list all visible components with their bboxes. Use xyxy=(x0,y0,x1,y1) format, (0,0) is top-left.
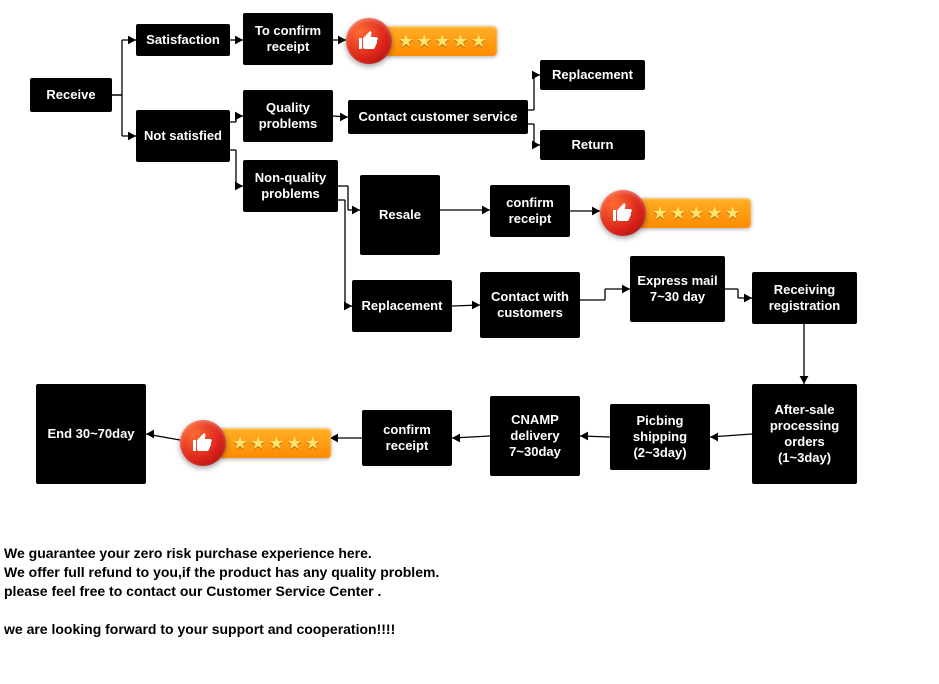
node-quality-problems: Quality problems xyxy=(243,90,333,142)
thumb-icon xyxy=(600,190,646,236)
node-non-quality-problems: Non-quality problems xyxy=(243,160,338,212)
rating-1: ★★★★★ xyxy=(346,18,497,64)
thumb-icon xyxy=(346,18,392,64)
rating-3: ★★★★★ xyxy=(180,420,331,466)
star-bar: ★★★★★ xyxy=(218,428,331,458)
node-resale: Resale xyxy=(360,175,440,255)
node-cnamp-delivery: CNAMP delivery 7~30day xyxy=(490,396,580,476)
node-confirm-receipt-1: confirm receipt xyxy=(490,185,570,237)
node-not-satisfied: Not satisfied xyxy=(136,110,230,162)
node-after-sale: After-sale processing orders (1~3day) xyxy=(752,384,857,484)
node-contact-with-customers: Contact with customers xyxy=(480,272,580,338)
node-confirm-receipt-2: confirm receipt xyxy=(362,410,452,466)
node-contact-customer-service: Contact customer service xyxy=(348,100,528,134)
footer-text: We guarantee your zero risk purchase exp… xyxy=(4,544,439,638)
node-to-confirm-receipt: To confirm receipt xyxy=(243,13,333,65)
star-bar: ★★★★★ xyxy=(638,198,751,228)
rating-2: ★★★★★ xyxy=(600,190,751,236)
star-bar: ★★★★★ xyxy=(384,26,497,56)
node-replacement-top: Replacement xyxy=(540,60,645,90)
node-express-mail: Express mail 7~30 day xyxy=(630,256,725,322)
node-return: Return xyxy=(540,130,645,160)
node-satisfaction: Satisfaction xyxy=(136,24,230,56)
node-receiving-registration: Receiving registration xyxy=(752,272,857,324)
node-picbing-shipping: Picbing shipping (2~3day) xyxy=(610,404,710,470)
node-receive: Receive xyxy=(30,78,112,112)
node-replacement-2: Replacement xyxy=(352,280,452,332)
node-end: End 30~70day xyxy=(36,384,146,484)
thumb-icon xyxy=(180,420,226,466)
